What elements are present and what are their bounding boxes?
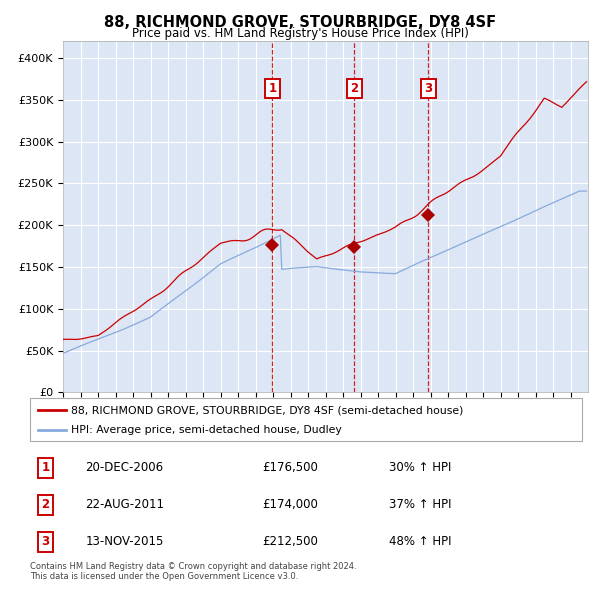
Text: 2: 2	[41, 499, 50, 512]
Text: 3: 3	[41, 535, 50, 548]
Text: 88, RICHMOND GROVE, STOURBRIDGE, DY8 4SF (semi-detached house): 88, RICHMOND GROVE, STOURBRIDGE, DY8 4SF…	[71, 405, 464, 415]
Text: 2: 2	[350, 82, 358, 95]
Text: This data is licensed under the Open Government Licence v3.0.: This data is licensed under the Open Gov…	[30, 572, 298, 581]
Text: £176,500: £176,500	[262, 461, 318, 474]
Text: 1: 1	[41, 461, 50, 474]
Text: 22-AUG-2011: 22-AUG-2011	[85, 499, 164, 512]
Text: 1: 1	[268, 82, 277, 95]
Text: HPI: Average price, semi-detached house, Dudley: HPI: Average price, semi-detached house,…	[71, 425, 342, 435]
Text: 3: 3	[424, 82, 432, 95]
Text: £174,000: £174,000	[262, 499, 318, 512]
Text: 30% ↑ HPI: 30% ↑ HPI	[389, 461, 451, 474]
Text: 88, RICHMOND GROVE, STOURBRIDGE, DY8 4SF: 88, RICHMOND GROVE, STOURBRIDGE, DY8 4SF	[104, 15, 496, 30]
Text: Contains HM Land Registry data © Crown copyright and database right 2024.: Contains HM Land Registry data © Crown c…	[30, 562, 356, 571]
Text: Price paid vs. HM Land Registry's House Price Index (HPI): Price paid vs. HM Land Registry's House …	[131, 27, 469, 40]
Text: 20-DEC-2006: 20-DEC-2006	[85, 461, 163, 474]
Text: 13-NOV-2015: 13-NOV-2015	[85, 535, 164, 548]
Text: £212,500: £212,500	[262, 535, 318, 548]
Text: 37% ↑ HPI: 37% ↑ HPI	[389, 499, 451, 512]
Text: 48% ↑ HPI: 48% ↑ HPI	[389, 535, 451, 548]
